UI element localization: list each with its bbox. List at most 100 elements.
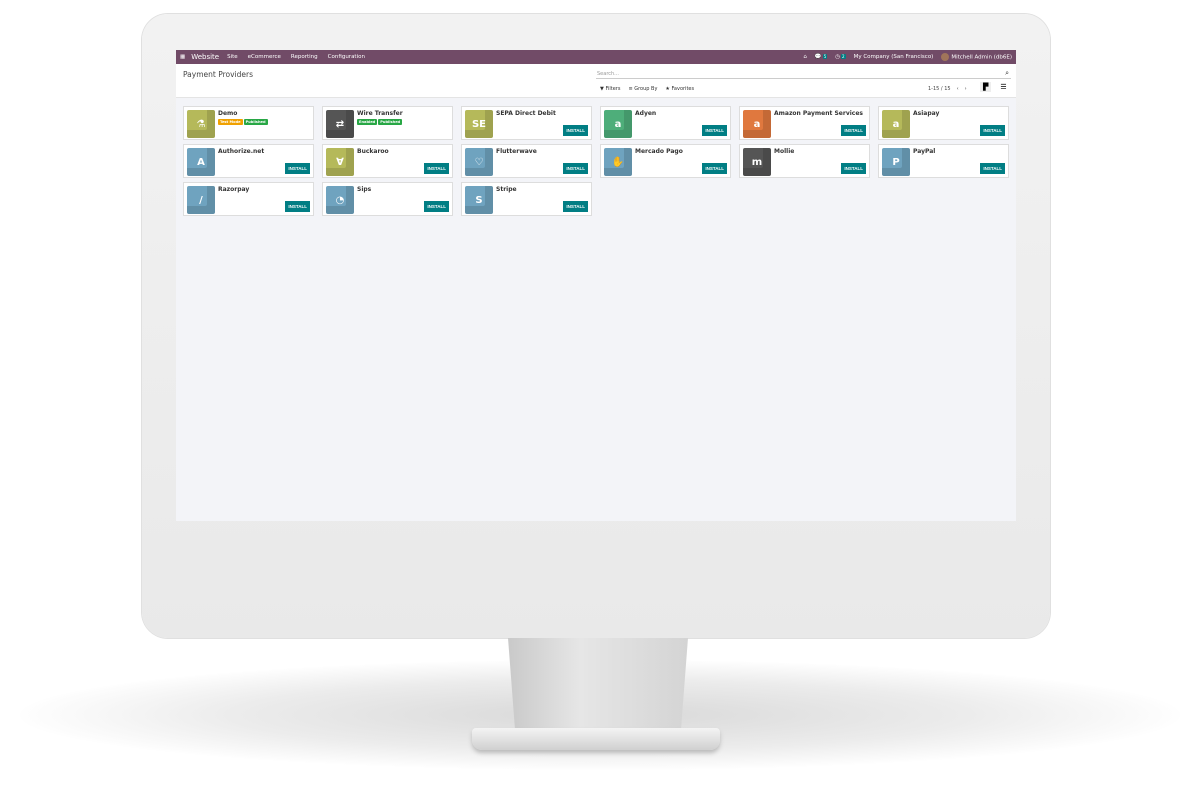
search-placeholder: Search... (597, 71, 619, 77)
group-by-button[interactable]: ≡ Group By (628, 86, 658, 92)
provider-logo-icon: ✋ (604, 148, 632, 176)
providers-kanban: ⚗ Demo Test Mode Published ⇄ Wire Transfer E… (183, 106, 1009, 216)
status-badge: Published (243, 119, 268, 125)
provider-name: Stripe (496, 186, 517, 193)
pager-previous-icon[interactable]: ‹ (956, 86, 959, 92)
activities-button[interactable]: ◷ 2 (835, 54, 846, 60)
status-badge: Test Mode (218, 119, 243, 125)
provider-card[interactable]: a Amazon Payment Services INSTALL (739, 106, 870, 140)
install-button[interactable]: INSTALL (285, 163, 310, 174)
provider-name: Asiapay (913, 110, 940, 117)
monitor-stand-base (472, 728, 720, 750)
provider-card[interactable]: a Adyen INSTALL (600, 106, 731, 140)
install-button[interactable]: INSTALL (285, 201, 310, 212)
provider-card[interactable]: ∀ Buckaroo INSTALL (322, 144, 453, 178)
filters-button[interactable]: ▼ Filters (600, 86, 621, 92)
pager-next-icon[interactable]: › (964, 86, 967, 92)
group-by-label: Group By (634, 86, 658, 92)
provider-name: Adyen (635, 110, 657, 117)
provider-logo-icon: ◔ (326, 186, 354, 214)
install-button[interactable]: INSTALL (702, 163, 727, 174)
screen: ▦ Website Site eCommerce Reporting Confi… (176, 50, 1016, 521)
provider-name: Flutterwave (496, 148, 537, 155)
search-input[interactable]: Search... ⌕ (596, 68, 1011, 79)
pager-value[interactable]: 1-15 / 15 (928, 86, 951, 92)
provider-logo-icon: P (882, 148, 910, 176)
clock-icon: ◷ (835, 54, 841, 60)
provider-card[interactable]: a Asiapay INSTALL (878, 106, 1009, 140)
provider-card[interactable]: ◔ Sips INSTALL (322, 182, 453, 216)
menu-configuration[interactable]: Configuration (327, 54, 365, 60)
provider-name: Mercado Pago (635, 148, 683, 155)
provider-card[interactable]: ✋ Mercado Pago INSTALL (600, 144, 731, 178)
install-button[interactable]: INSTALL (841, 163, 866, 174)
provider-logo-icon: a (604, 110, 632, 138)
provider-logo-icon: a (882, 110, 910, 138)
favorites-button[interactable]: ★ Favorites (665, 86, 695, 92)
install-button[interactable]: INSTALL (702, 125, 727, 136)
menu-site[interactable]: Site (227, 54, 238, 60)
company-switcher[interactable]: My Company (San Francisco) (853, 54, 934, 60)
user-name: Mitchell Admin (db6E) (951, 54, 1012, 61)
monitor-stand-neck (508, 638, 688, 732)
install-button[interactable]: INSTALL (563, 163, 588, 174)
control-panel: Payment Providers Search... ⌕ ▼ Filters ≡… (176, 64, 1016, 98)
favorites-label: Favorites (671, 86, 695, 92)
install-button[interactable]: INSTALL (563, 201, 588, 212)
install-button[interactable]: INSTALL (424, 201, 449, 212)
menu-ecommerce[interactable]: eCommerce (247, 54, 281, 60)
kanban-view-icon[interactable]: ▛ (980, 82, 992, 92)
top-navbar: ▦ Website Site eCommerce Reporting Confi… (176, 50, 1016, 64)
messages-button[interactable]: 💬 5 (814, 54, 828, 60)
install-button[interactable]: INSTALL (980, 163, 1005, 174)
provider-name: Demo (218, 110, 238, 117)
home-icon[interactable]: ⌂ (803, 54, 807, 60)
provider-name: PayPal (913, 148, 936, 155)
provider-name: Wire Transfer (357, 110, 403, 117)
provider-name: SEPA Direct Debit (496, 110, 556, 117)
provider-logo-icon: ∀ (326, 148, 354, 176)
menu-reporting[interactable]: Reporting (290, 54, 318, 60)
provider-name: Razorpay (218, 186, 250, 193)
chat-icon: 💬 (814, 54, 822, 60)
provider-card[interactable]: P PayPal INSTALL (878, 144, 1009, 178)
install-button[interactable]: INSTALL (563, 125, 588, 136)
install-button[interactable]: INSTALL (424, 163, 449, 174)
provider-card[interactable]: A Authorize.net INSTALL (183, 144, 314, 178)
provider-name: Authorize.net (218, 148, 265, 155)
provider-logo-icon: SE (465, 110, 493, 138)
provider-name: Buckaroo (357, 148, 389, 155)
provider-name: Mollie (774, 148, 795, 155)
activities-badge: 2 (841, 54, 846, 59)
list-view-icon[interactable]: ☰ (1000, 83, 1007, 91)
provider-logo-icon: m (743, 148, 771, 176)
provider-card[interactable]: SE SEPA Direct Debit INSTALL (461, 106, 592, 140)
provider-card[interactable]: ⇄ Wire Transfer Enabled Published (322, 106, 453, 140)
install-button[interactable]: INSTALL (980, 125, 1005, 136)
page-title: Payment Providers (183, 70, 254, 79)
provider-card[interactable]: ♡ Flutterwave INSTALL (461, 144, 592, 178)
status-badge: Enabled (357, 119, 378, 125)
install-button[interactable]: INSTALL (841, 125, 866, 136)
app-name[interactable]: Website (191, 53, 220, 61)
search-icon[interactable]: ⌕ (1005, 69, 1009, 77)
provider-logo-icon: A (187, 148, 215, 176)
provider-name: Amazon Payment Services (774, 110, 863, 117)
provider-logo-icon: / (187, 186, 215, 214)
provider-logo-icon: ⇄ (326, 110, 354, 138)
provider-name: Sips (357, 186, 372, 193)
provider-logo-icon: ⚗ (187, 110, 215, 138)
user-menu[interactable]: Mitchell Admin (db6E) (941, 53, 1012, 61)
apps-menu-icon[interactable]: ▦ (180, 54, 186, 60)
provider-card[interactable]: / Razorpay INSTALL (183, 182, 314, 216)
messages-badge: 5 (822, 54, 828, 59)
provider-logo-icon: ♡ (465, 148, 493, 176)
provider-card[interactable]: m Mollie INSTALL (739, 144, 870, 178)
avatar (941, 53, 950, 61)
filters-label: Filters (605, 86, 621, 92)
provider-card[interactable]: S Stripe INSTALL (461, 182, 592, 216)
status-badge: Published (378, 119, 403, 125)
provider-logo-icon: a (743, 110, 771, 138)
provider-card[interactable]: ⚗ Demo Test Mode Published (183, 106, 314, 140)
provider-logo-icon: S (465, 186, 493, 214)
